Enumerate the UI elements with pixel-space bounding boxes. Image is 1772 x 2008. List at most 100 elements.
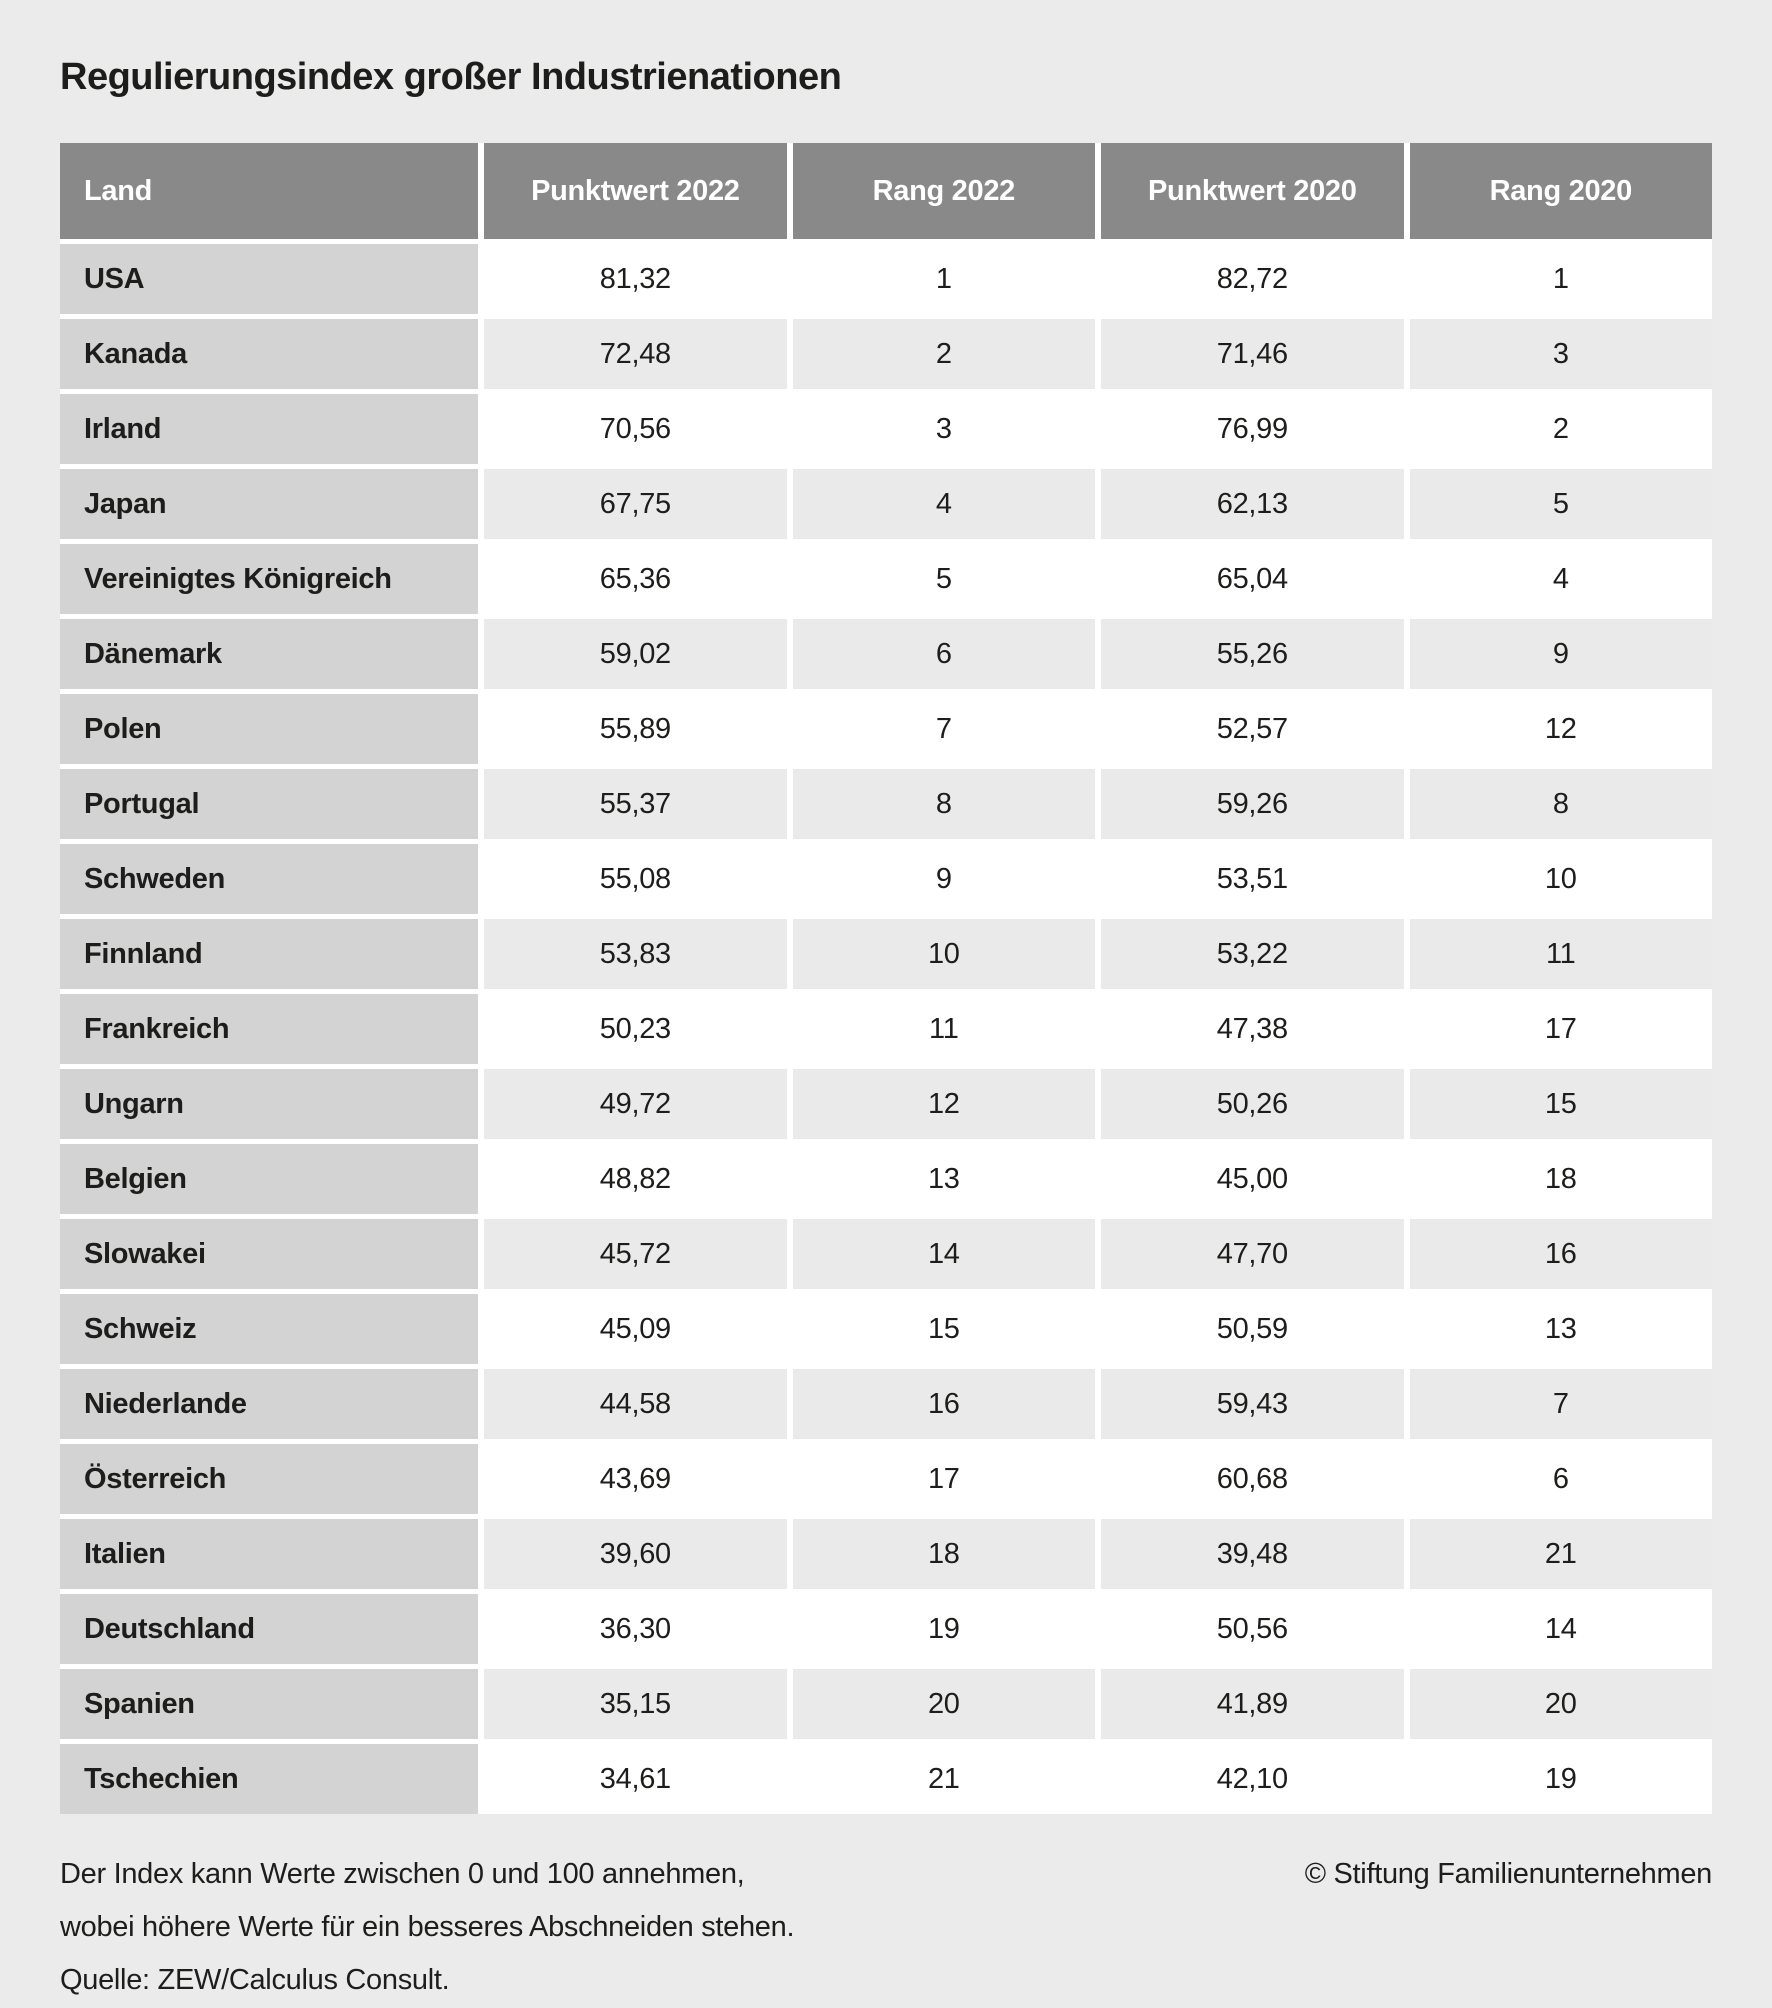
footnote: Der Index kann Werte zwischen 0 und 100 … xyxy=(60,1848,795,2007)
value-cell-rang-2022-row3: 3 xyxy=(792,394,1096,464)
value-cell-punktwert-2022-row15: 45,09 xyxy=(484,1294,787,1364)
value-cell-punktwert-2020-row21: 42,10 xyxy=(1101,1744,1404,1814)
country-cell-japan: Japan xyxy=(60,469,479,539)
value-cell-rang-2020-row21: 19 xyxy=(1409,1744,1712,1814)
value-cell-rang-2020-row5: 4 xyxy=(1409,544,1712,614)
value-cell-punktwert-2022-row5: 65,36 xyxy=(484,544,787,614)
value-cell-punktwert-2022-row21: 34,61 xyxy=(484,1744,787,1814)
value-cell-rang-2022-row12: 12 xyxy=(792,1069,1096,1139)
regulation-index-table: Land Punktwert 2022 Rang 2022 Punktwert 202… xyxy=(60,143,1712,1814)
value-cell-rang-2022-row1: 1 xyxy=(792,244,1096,314)
header-cell-rang-2020: Rang 2020 xyxy=(1409,143,1712,239)
country-cell-frankreich: Frankreich xyxy=(60,994,479,1064)
value-cell-punktwert-2022-row20: 35,15 xyxy=(484,1669,787,1739)
country-cell-schweiz: Schweiz xyxy=(60,1294,479,1364)
value-cell-punktwert-2020-row7: 52,57 xyxy=(1101,694,1404,764)
value-cell-punktwert-2022-row4: 67,75 xyxy=(484,469,787,539)
country-cell-belgien: Belgien xyxy=(60,1144,479,1214)
country-cell-finnland: Finnland xyxy=(60,919,479,989)
value-cell-rang-2022-row19: 19 xyxy=(792,1594,1096,1664)
country-cell-ungarn: Ungarn xyxy=(60,1069,479,1139)
value-cell-rang-2020-row18: 21 xyxy=(1409,1519,1712,1589)
country-cell-slowakei: Slowakei xyxy=(60,1219,479,1289)
copyright-notice: © Stiftung Familienunternehmen xyxy=(1304,1858,1713,1890)
value-cell-punktwert-2022-row16: 44,58 xyxy=(484,1369,787,1439)
page-title: Regulierungsindex großer Industrienation… xyxy=(60,56,842,98)
value-cell-rang-2022-row20: 20 xyxy=(792,1669,1096,1739)
country-cell-schweden: Schweden xyxy=(60,844,479,914)
value-cell-rang-2020-row10: 11 xyxy=(1409,919,1712,989)
footnote-line-2: wobei höhere Werte für ein besseres Absc… xyxy=(60,1911,795,1944)
value-cell-rang-2022-row14: 14 xyxy=(792,1219,1096,1289)
country-cell-kanada: Kanada xyxy=(60,319,479,389)
country-cell-vereinigtes-k-nigreich: Vereinigtes Königreich xyxy=(60,544,479,614)
value-cell-punktwert-2022-row11: 50,23 xyxy=(484,994,787,1064)
value-cell-rang-2020-row4: 5 xyxy=(1409,469,1712,539)
value-cell-rang-2022-row9: 9 xyxy=(792,844,1096,914)
value-cell-rang-2022-row10: 10 xyxy=(792,919,1096,989)
country-cell-tschechien: Tschechien xyxy=(60,1744,479,1814)
header-cell-punktwert-2020: Punktwert 2020 xyxy=(1101,143,1404,239)
footnote-line-1: Der Index kann Werte zwischen 0 und 100 … xyxy=(60,1858,745,1890)
country-cell-polen: Polen xyxy=(60,694,479,764)
value-cell-punktwert-2022-row1: 81,32 xyxy=(484,244,787,314)
value-cell-punktwert-2022-row2: 72,48 xyxy=(484,319,787,389)
country-cell-irland: Irland xyxy=(60,394,479,464)
value-cell-rang-2020-row2: 3 xyxy=(1409,319,1712,389)
value-cell-punktwert-2020-row5: 65,04 xyxy=(1101,544,1404,614)
country-cell-usa: USA xyxy=(60,244,479,314)
country-cell-italien: Italien xyxy=(60,1519,479,1589)
header-cell-rang-2022: Rang 2022 xyxy=(792,143,1096,239)
value-cell-rang-2020-row6: 9 xyxy=(1409,619,1712,689)
value-cell-punktwert-2020-row14: 47,70 xyxy=(1101,1219,1404,1289)
value-cell-punktwert-2022-row7: 55,89 xyxy=(484,694,787,764)
value-cell-punktwert-2020-row6: 55,26 xyxy=(1101,619,1404,689)
value-cell-rang-2022-row11: 11 xyxy=(792,994,1096,1064)
value-cell-rang-2020-row15: 13 xyxy=(1409,1294,1712,1364)
value-cell-punktwert-2020-row3: 76,99 xyxy=(1101,394,1404,464)
value-cell-punktwert-2020-row12: 50,26 xyxy=(1101,1069,1404,1139)
value-cell-punktwert-2020-row10: 53,22 xyxy=(1101,919,1404,989)
value-cell-rang-2020-row16: 7 xyxy=(1409,1369,1712,1439)
value-cell-punktwert-2020-row15: 50,59 xyxy=(1101,1294,1404,1364)
value-cell-rang-2022-row6: 6 xyxy=(792,619,1096,689)
value-cell-punktwert-2020-row19: 50,56 xyxy=(1101,1594,1404,1664)
value-cell-punktwert-2020-row11: 47,38 xyxy=(1101,994,1404,1064)
country-cell-spanien: Spanien xyxy=(60,1669,479,1739)
table-footer: Der Index kann Werte zwischen 0 und 100 … xyxy=(60,1848,1712,2007)
value-cell-rang-2022-row5: 5 xyxy=(792,544,1096,614)
value-cell-punktwert-2022-row8: 55,37 xyxy=(484,769,787,839)
value-cell-rang-2020-row7: 12 xyxy=(1409,694,1712,764)
value-cell-punktwert-2022-row18: 39,60 xyxy=(484,1519,787,1589)
value-cell-punktwert-2022-row3: 70,56 xyxy=(484,394,787,464)
value-cell-rang-2020-row12: 15 xyxy=(1409,1069,1712,1139)
value-cell-rang-2022-row8: 8 xyxy=(792,769,1096,839)
value-cell-rang-2020-row20: 20 xyxy=(1409,1669,1712,1739)
value-cell-rang-2022-row15: 15 xyxy=(792,1294,1096,1364)
value-cell-rang-2020-row13: 18 xyxy=(1409,1144,1712,1214)
country-cell-niederlande: Niederlande xyxy=(60,1369,479,1439)
value-cell-punktwert-2020-row1: 82,72 xyxy=(1101,244,1404,314)
value-cell-punktwert-2020-row9: 53,51 xyxy=(1101,844,1404,914)
value-cell-rang-2022-row13: 13 xyxy=(792,1144,1096,1214)
value-cell-rang-2022-row7: 7 xyxy=(792,694,1096,764)
value-cell-punktwert-2022-row17: 43,69 xyxy=(484,1444,787,1514)
value-cell-punktwert-2022-row14: 45,72 xyxy=(484,1219,787,1289)
footnote-line-3: Quelle: ZEW/Calculus Consult. xyxy=(60,1964,450,1997)
value-cell-rang-2022-row18: 18 xyxy=(792,1519,1096,1589)
value-cell-punktwert-2022-row10: 53,83 xyxy=(484,919,787,989)
value-cell-rang-2020-row19: 14 xyxy=(1409,1594,1712,1664)
country-cell-portugal: Portugal xyxy=(60,769,479,839)
value-cell-rang-2020-row14: 16 xyxy=(1409,1219,1712,1289)
value-cell-punktwert-2020-row18: 39,48 xyxy=(1101,1519,1404,1589)
value-cell-rang-2020-row17: 6 xyxy=(1409,1444,1712,1514)
header-cell-land: Land xyxy=(60,143,479,239)
value-cell-punktwert-2022-row9: 55,08 xyxy=(484,844,787,914)
value-cell-rang-2020-row8: 8 xyxy=(1409,769,1712,839)
value-cell-rang-2022-row17: 17 xyxy=(792,1444,1096,1514)
value-cell-rang-2022-row4: 4 xyxy=(792,469,1096,539)
value-cell-punktwert-2020-row13: 45,00 xyxy=(1101,1144,1404,1214)
value-cell-rang-2022-row16: 16 xyxy=(792,1369,1096,1439)
country-cell-deutschland: Deutschland xyxy=(60,1594,479,1664)
